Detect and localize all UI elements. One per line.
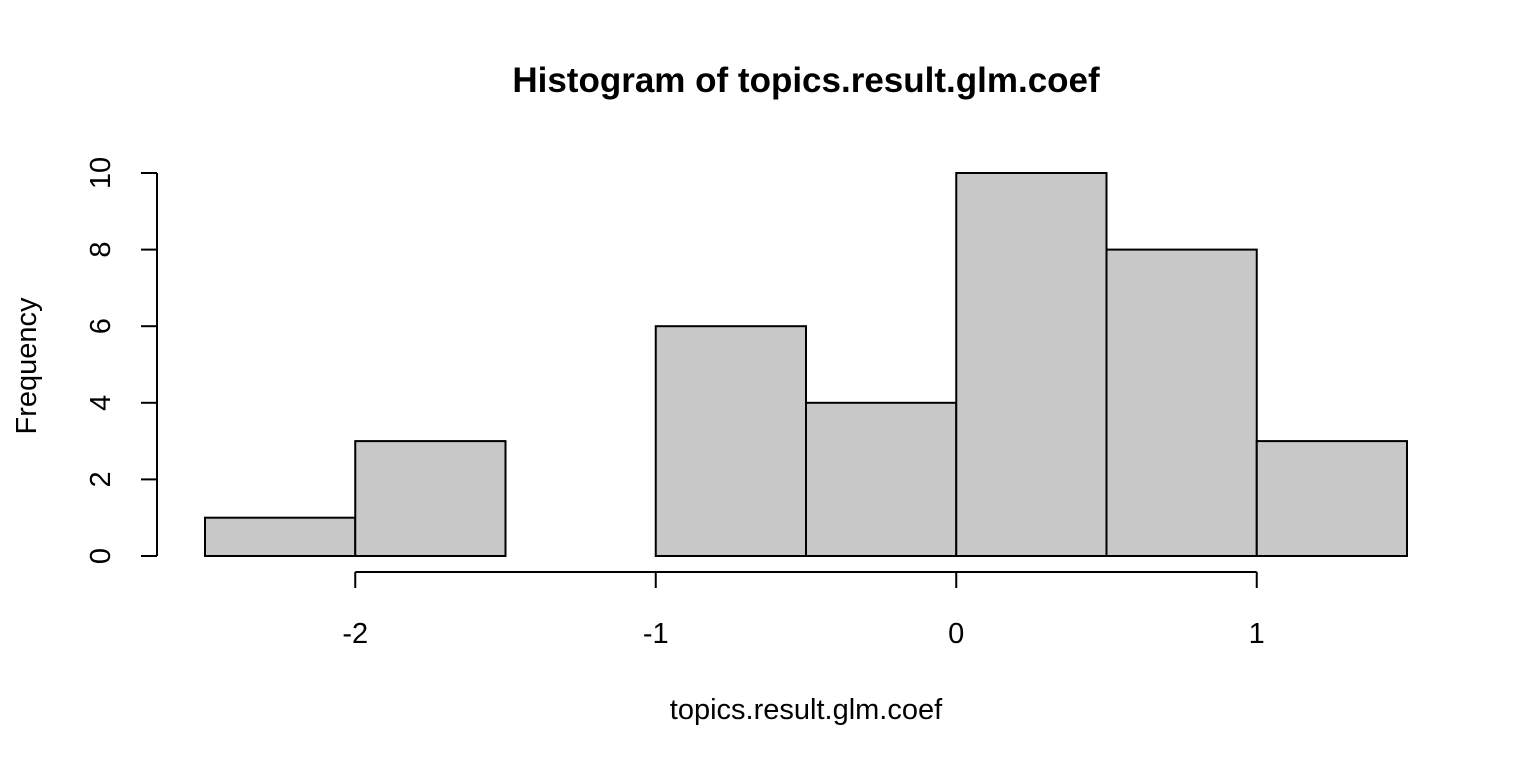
y-axis: 0 2 4 6 8 10 xyxy=(85,157,158,564)
x-axis: -2 -1 0 1 xyxy=(342,571,1265,650)
chart-title: Histogram of topics.result.glm.coef xyxy=(512,61,1100,100)
histogram-bar-7 xyxy=(1255,440,1408,558)
y-tick-label: 8 xyxy=(85,242,117,258)
y-tick-label: 10 xyxy=(85,157,117,189)
y-tick-label: 6 xyxy=(85,318,117,334)
y-axis-label: Frequency xyxy=(11,297,43,435)
y-tick-label: 2 xyxy=(85,471,117,487)
y-tick-label: 4 xyxy=(85,395,117,411)
histogram-bar-0 xyxy=(204,516,357,558)
histogram-bar-3 xyxy=(654,325,807,558)
histogram-bar-5 xyxy=(955,172,1108,557)
histogram-bar-4 xyxy=(805,401,958,557)
x-axis-label: topics.result.glm.coef xyxy=(670,694,943,726)
x-tick-label: 0 xyxy=(948,618,964,650)
y-tick-label: 0 xyxy=(85,548,117,564)
histogram-bar-1 xyxy=(354,440,507,558)
histogram-bar-6 xyxy=(1105,248,1258,557)
bars-group xyxy=(204,172,1408,558)
x-tick-label: -1 xyxy=(643,618,669,650)
x-tick-label: -2 xyxy=(342,618,368,650)
x-tick-label: 1 xyxy=(1249,618,1265,650)
